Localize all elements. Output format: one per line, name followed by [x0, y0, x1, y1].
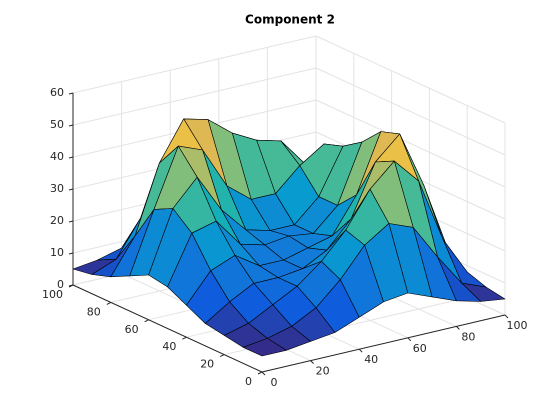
z-tick-label: 60 — [50, 86, 64, 99]
x-tick — [261, 371, 266, 376]
x-tick — [407, 337, 412, 342]
z-tick — [68, 92, 74, 95]
y-tick-label: 80 — [87, 305, 101, 318]
grid-line — [315, 35, 506, 124]
z-tick — [68, 284, 74, 287]
x-tick-label: 40 — [364, 353, 378, 366]
grid-line — [315, 67, 506, 156]
y-tick — [144, 319, 149, 323]
grid-line — [72, 67, 317, 126]
chart-title: Component 2 — [245, 13, 335, 27]
y-tick-label: 40 — [162, 340, 176, 353]
x-tick — [504, 314, 509, 319]
z-tick — [68, 124, 74, 127]
x-tick — [310, 360, 314, 364]
z-tick-label: 0 — [57, 278, 64, 291]
z-tick — [68, 252, 74, 255]
x-tick-label: 60 — [413, 342, 427, 355]
y-tick — [106, 301, 112, 305]
x-tick — [358, 348, 363, 353]
y-tick-label: 0 — [245, 375, 252, 388]
x-tick — [456, 326, 460, 330]
y-tick-label: 60 — [125, 323, 139, 336]
y-tick — [182, 336, 187, 340]
x-tick-label: 80 — [461, 330, 475, 343]
z-tick — [68, 220, 74, 223]
x-tick-label: 20 — [316, 365, 330, 378]
z-tick-label: 20 — [50, 214, 64, 227]
z-tick — [68, 188, 74, 191]
y-axis — [72, 284, 263, 373]
z-tick-label: 30 — [50, 182, 64, 195]
x-tick-label: 100 — [507, 319, 528, 332]
grid-line — [72, 35, 317, 94]
y-tick-label: 100 — [42, 288, 63, 301]
z-tick — [68, 156, 74, 159]
y-tick-label: 20 — [200, 358, 214, 371]
x-tick-label: 0 — [271, 376, 278, 389]
y-tick — [257, 371, 263, 375]
y-tick — [219, 354, 225, 358]
surface-patch — [242, 338, 287, 357]
z-tick-label: 50 — [50, 118, 64, 131]
z-tick-label: 10 — [50, 246, 64, 259]
z-tick-label: 40 — [50, 150, 64, 163]
grid-line — [315, 99, 506, 188]
x-axis — [261, 314, 506, 373]
